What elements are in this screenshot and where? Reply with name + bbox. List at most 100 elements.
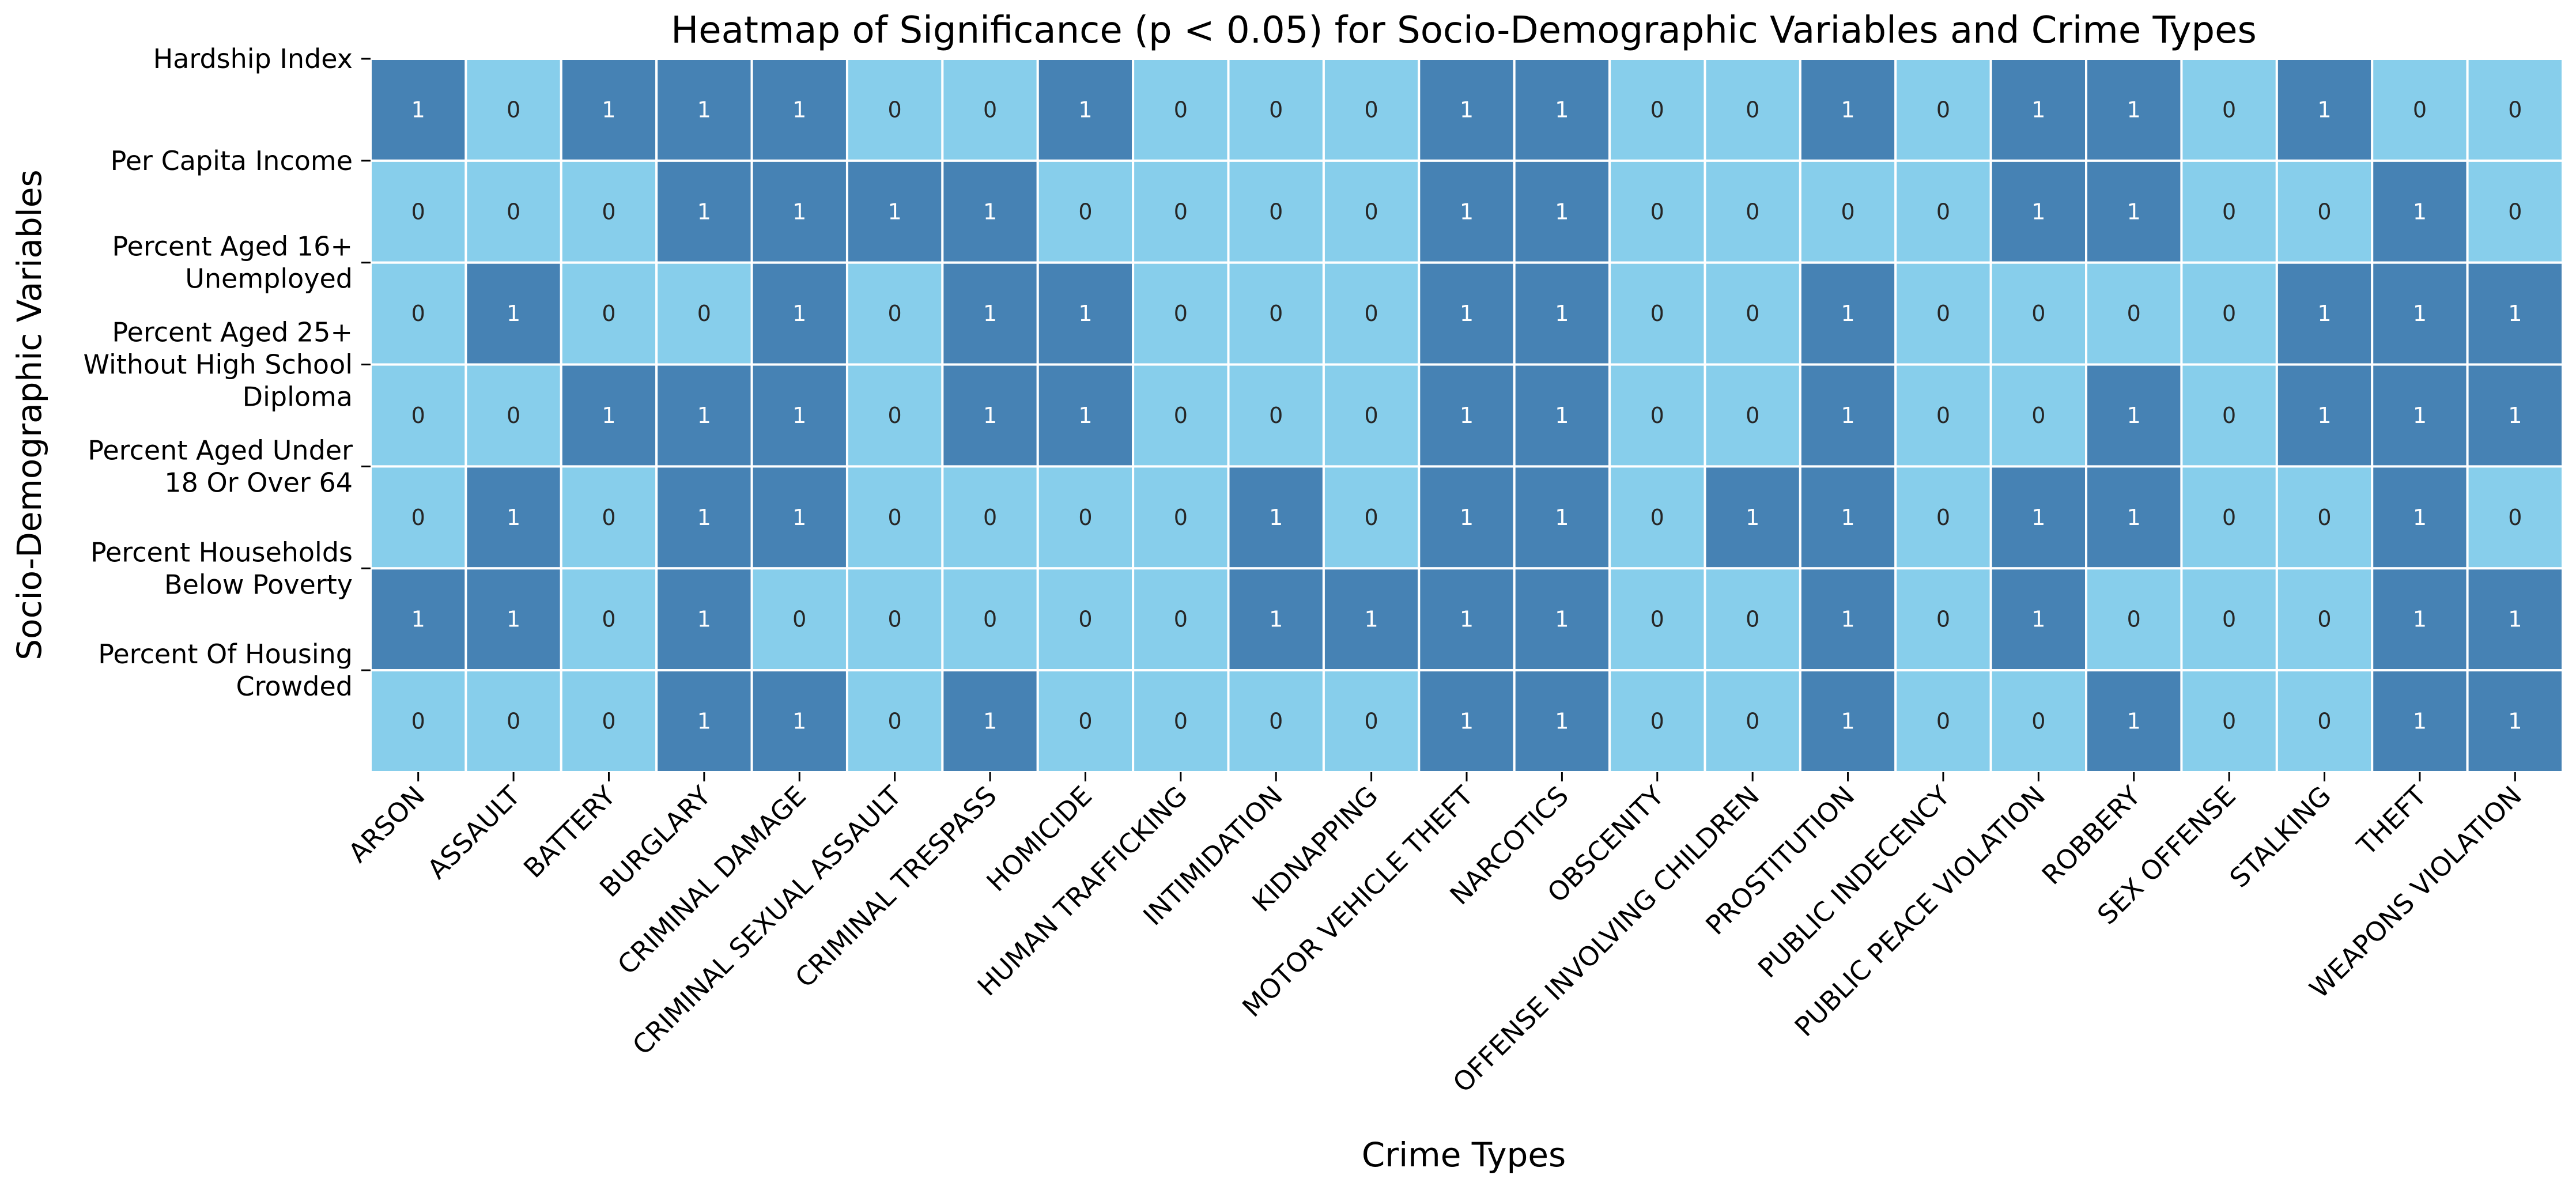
- cell-value-label: 0: [411, 505, 425, 530]
- heatmap-cell: [1704, 159, 1801, 264]
- y-tick-label: Percent Households Below Poverty: [90, 536, 353, 600]
- cell-value-label: 0: [2031, 301, 2045, 326]
- cell-value-label: 1: [1460, 709, 1474, 734]
- cell-value-label: 0: [1650, 505, 1664, 530]
- chart-title: Heatmap of Significance (p < 0.05) for S…: [671, 9, 2257, 52]
- cell-value-label: 1: [2508, 607, 2522, 632]
- cell-value-label: 0: [2222, 505, 2236, 530]
- cell-value-label: 0: [1936, 709, 1950, 734]
- heatmap-cell: [2275, 159, 2374, 264]
- heatmap-cell: [845, 465, 944, 570]
- cell-value-label: 0: [888, 505, 902, 530]
- cell-value-label: 0: [1365, 199, 1378, 224]
- cell-value-label: 1: [1555, 607, 1569, 632]
- cell-value-label: 0: [888, 709, 902, 734]
- cell-value-label: 1: [983, 199, 997, 224]
- heatmap-cell: [845, 159, 944, 264]
- heatmap-cell: [1227, 567, 1325, 672]
- heatmap-cell: [1322, 363, 1421, 468]
- heatmap-cell: [560, 58, 658, 162]
- heatmap-cell: [1513, 58, 1611, 162]
- heatmap-cell: [750, 261, 848, 366]
- cell-value-label: 0: [1746, 403, 1759, 428]
- heatmap-cell: [369, 58, 467, 162]
- cell-value-label: 1: [507, 301, 520, 326]
- cell-value-label: 1: [697, 607, 711, 632]
- cell-value-label: 0: [2127, 607, 2141, 632]
- cell-value-label: 0: [888, 301, 902, 326]
- cell-value-label: 1: [2413, 607, 2427, 632]
- heatmap-cell: [1227, 363, 1325, 468]
- cell-value-label: 0: [411, 403, 425, 428]
- cell-value-label: 1: [2413, 403, 2427, 428]
- heatmap-cell: [2180, 669, 2278, 774]
- cell-value-label: 1: [792, 301, 806, 326]
- heatmap-cell: [2085, 58, 2183, 162]
- cell-value-label: 1: [697, 403, 711, 428]
- cell-value-label: 0: [1269, 301, 1283, 326]
- cell-value-label: 1: [1555, 97, 1569, 122]
- cell-value-label: 0: [2127, 301, 2141, 326]
- cell-value-label: 0: [2317, 709, 2331, 734]
- cell-value-label: 0: [2222, 403, 2236, 428]
- heatmap-cell: [1608, 261, 1706, 366]
- cell-value-label: 0: [2222, 607, 2236, 632]
- cell-value-label: 1: [2413, 199, 2427, 224]
- heatmap-cell: [1036, 669, 1135, 774]
- heatmap-cell: [845, 567, 944, 672]
- cell-value-label: 1: [792, 199, 806, 224]
- cell-value-label: 1: [1841, 607, 1854, 632]
- cell-value-label: 1: [602, 403, 615, 428]
- heatmap-cell: [1704, 58, 1801, 162]
- cell-value-label: 1: [1841, 403, 1854, 428]
- heatmap-cell: [1227, 261, 1325, 366]
- cell-value-label: 0: [2317, 607, 2331, 632]
- cell-value-label: 0: [1078, 505, 1092, 530]
- heatmap-cell: [1036, 159, 1135, 264]
- heatmap-cell: [2466, 159, 2564, 264]
- heatmap-cell: [1799, 58, 1897, 162]
- cell-value-label: 1: [983, 301, 997, 326]
- cell-value-label: 1: [507, 607, 520, 632]
- cell-value-label: 1: [1460, 607, 1474, 632]
- y-axis-ticks: Hardship Index Per Capita Income Percent A…: [84, 43, 371, 702]
- cell-value-label: 1: [792, 709, 806, 734]
- heatmap-cell: [750, 669, 848, 774]
- heatmap-cell: [2466, 465, 2564, 570]
- heatmap-cell: [1513, 261, 1611, 366]
- cell-value-label: 1: [2413, 301, 2427, 326]
- cell-value-label: 0: [1365, 505, 1378, 530]
- heatmap-cell: [1322, 567, 1421, 672]
- cell-value-label: 1: [1841, 97, 1854, 122]
- heatmap-cell: [1799, 159, 1897, 264]
- cell-value-label: 0: [2317, 505, 2331, 530]
- heatmap-cell: [464, 159, 562, 264]
- y-tick-label: Per Capita Income: [111, 145, 353, 176]
- heatmap-cell: [941, 567, 1039, 672]
- cell-value-label: 1: [507, 505, 520, 530]
- cell-value-label: 1: [1078, 403, 1092, 428]
- heatmap-cell: [655, 363, 753, 468]
- heatmap-cell: [369, 159, 467, 264]
- cell-value-label: 0: [2508, 505, 2522, 530]
- heatmap-cell: [1989, 58, 2088, 162]
- heatmap-cell: [1894, 261, 1992, 366]
- heatmap-cell: [2275, 58, 2374, 162]
- cell-value-label: 0: [1650, 97, 1664, 122]
- cell-value-label: 0: [1269, 403, 1283, 428]
- heatmap-cell: [1418, 669, 1516, 774]
- cell-value-label: 1: [1365, 607, 1378, 632]
- heatmap-cell: [1036, 567, 1135, 672]
- cell-value-label: 1: [2508, 403, 2522, 428]
- cell-value-label: 0: [2031, 403, 2045, 428]
- cell-value-label: 1: [1460, 199, 1474, 224]
- heatmap-cell: [2275, 567, 2374, 672]
- cell-value-label: 0: [411, 199, 425, 224]
- heatmap-cell: [2371, 669, 2469, 774]
- heatmap-cell: [560, 363, 658, 468]
- cell-value-label: 0: [1650, 607, 1664, 632]
- heatmap-cell: [1132, 261, 1230, 366]
- cell-value-label: 1: [2317, 403, 2331, 428]
